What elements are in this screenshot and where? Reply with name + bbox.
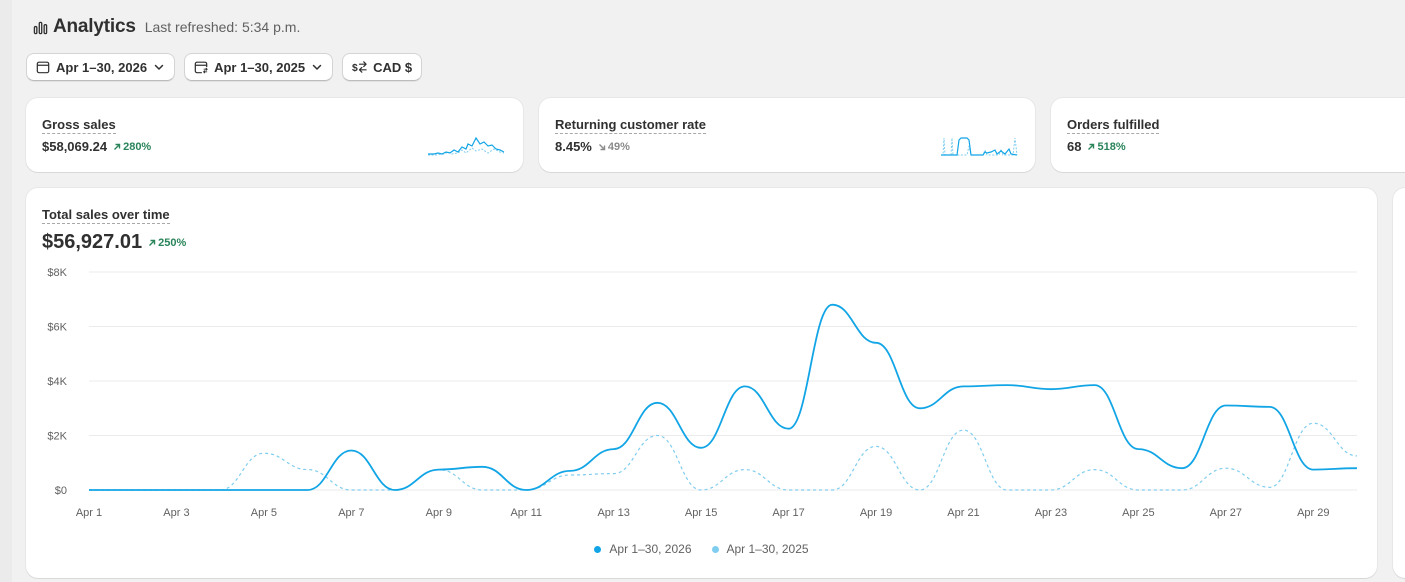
- x-tick-label: Apr 11: [510, 507, 542, 519]
- compare-range-button[interactable]: Apr 1–30, 2025: [184, 53, 334, 81]
- series-line-current[interactable]: [89, 303, 1358, 491]
- legend-label: Apr 1–30, 2026: [609, 542, 692, 556]
- side-card: [1393, 188, 1405, 578]
- metric-label[interactable]: Orders fulfilled: [1067, 117, 1160, 134]
- bar-chart-icon: [33, 21, 48, 34]
- sparkline-comparison: [428, 147, 505, 156]
- metric-value: 68: [1067, 139, 1082, 154]
- returning-customer-rate-card[interactable]: Returning customer rate 8.45% 49%: [539, 98, 1035, 172]
- gross-sales-card[interactable]: Gross sales $58,069.24 280%: [26, 98, 523, 172]
- x-tick-label: Apr 1: [76, 507, 102, 519]
- arrow-down-right-icon: [598, 143, 606, 150]
- x-tick-label: Apr 3: [163, 507, 189, 519]
- chart-total: $56,927.01: [42, 231, 143, 253]
- line-chart[interactable]: $0 $2K $4K $6K $8K Apr 1 Apr 3 Apr 5 Apr 7 Apr 9 A…: [26, 188, 1377, 538]
- sparkline-current: [428, 136, 505, 155]
- x-tick-label: Apr 7: [338, 507, 364, 519]
- filter-bar: Apr 1–30, 2026 Apr 1–30, 2025 $ CAD $: [26, 53, 423, 81]
- gross-sales-sparkline: [428, 136, 505, 156]
- y-tick-label: $2K: [47, 431, 67, 443]
- metric-delta-value: 49%: [607, 140, 630, 153]
- calendar-icon: [36, 61, 50, 74]
- chart-legend: Apr 1–30, 2026 Apr 1–30, 2025: [26, 542, 1377, 556]
- metric-value: 8.45%: [555, 139, 592, 154]
- arrow-up-right-icon: [1088, 143, 1095, 150]
- x-tick-label: Apr 17: [772, 507, 804, 519]
- date-range-button[interactable]: Apr 1–30, 2026: [26, 53, 176, 81]
- legend-item-comparison[interactable]: Apr 1–30, 2025: [711, 542, 809, 556]
- currency-exchange-icon: $: [352, 61, 367, 74]
- arrow-up-right-icon: [114, 143, 121, 150]
- x-tick-label: Apr 19: [860, 507, 892, 519]
- metric-delta-value: 518%: [1097, 140, 1126, 153]
- x-tick-label: Apr 15: [685, 507, 717, 519]
- chart-delta-value: 250%: [158, 236, 187, 249]
- metric-delta-value: 280%: [123, 140, 152, 153]
- svg-text:$: $: [352, 63, 358, 74]
- legend-item-current[interactable]: Apr 1–30, 2026: [594, 542, 692, 556]
- chevron-down-icon: [312, 64, 322, 70]
- y-tick-label: $8K: [47, 267, 67, 279]
- total-sales-chart-card: Total sales over time $56,927.01 250% $0…: [26, 188, 1377, 578]
- metric-delta: 518%: [1087, 140, 1126, 153]
- x-tick-label: Apr 29: [1297, 507, 1329, 519]
- legend-dot-comparison: [711, 545, 719, 553]
- returning-rate-sparkline: [941, 137, 1018, 156]
- chart-title[interactable]: Total sales over time: [42, 207, 170, 224]
- compare-range-label: Apr 1–30, 2025: [214, 59, 306, 75]
- sparkline-current: [941, 137, 1018, 156]
- calendar-compare-icon: [194, 61, 208, 74]
- last-refreshed: Last refreshed: 5:34 p.m.: [144, 19, 301, 35]
- metric-label[interactable]: Returning customer rate: [555, 117, 706, 134]
- date-range-label: Apr 1–30, 2026: [56, 59, 148, 75]
- metric-delta: 49%: [598, 141, 630, 153]
- x-tick-label: Apr 5: [251, 507, 277, 519]
- x-tick-label: Apr 23: [1035, 507, 1067, 519]
- left-edge: [0, 0, 12, 582]
- metric-label[interactable]: Gross sales: [42, 117, 116, 134]
- x-tick-label: Apr 13: [597, 507, 629, 519]
- x-tick-label: Apr 9: [426, 507, 452, 519]
- currency-label: CAD $: [373, 59, 413, 75]
- orders-fulfilled-card[interactable]: Orders fulfilled 68 518%: [1051, 98, 1405, 172]
- metric-value: $58,069.24: [42, 139, 108, 154]
- metric-delta: 280%: [113, 141, 151, 153]
- x-tick-label: Apr 21: [947, 507, 979, 519]
- legend-label: Apr 1–30, 2025: [726, 542, 809, 556]
- series-line-comparison[interactable]: [89, 422, 1358, 491]
- page-title: Analytics: [53, 16, 136, 37]
- currency-button[interactable]: $ CAD $: [342, 53, 423, 81]
- page-header: Analytics Last refreshed: 5:34 p.m.: [33, 14, 300, 40]
- x-tick-label: Apr 27: [1210, 507, 1242, 519]
- legend-dot-current: [594, 545, 602, 553]
- arrow-up-right-icon: [149, 239, 156, 246]
- y-tick-label: $6K: [47, 322, 67, 334]
- x-tick-label: Apr 25: [1122, 507, 1154, 519]
- chevron-down-icon: [154, 64, 164, 70]
- y-tick-label: $4K: [47, 376, 67, 388]
- chart-delta: 250%: [148, 237, 186, 249]
- y-tick-label: $0: [55, 485, 67, 497]
